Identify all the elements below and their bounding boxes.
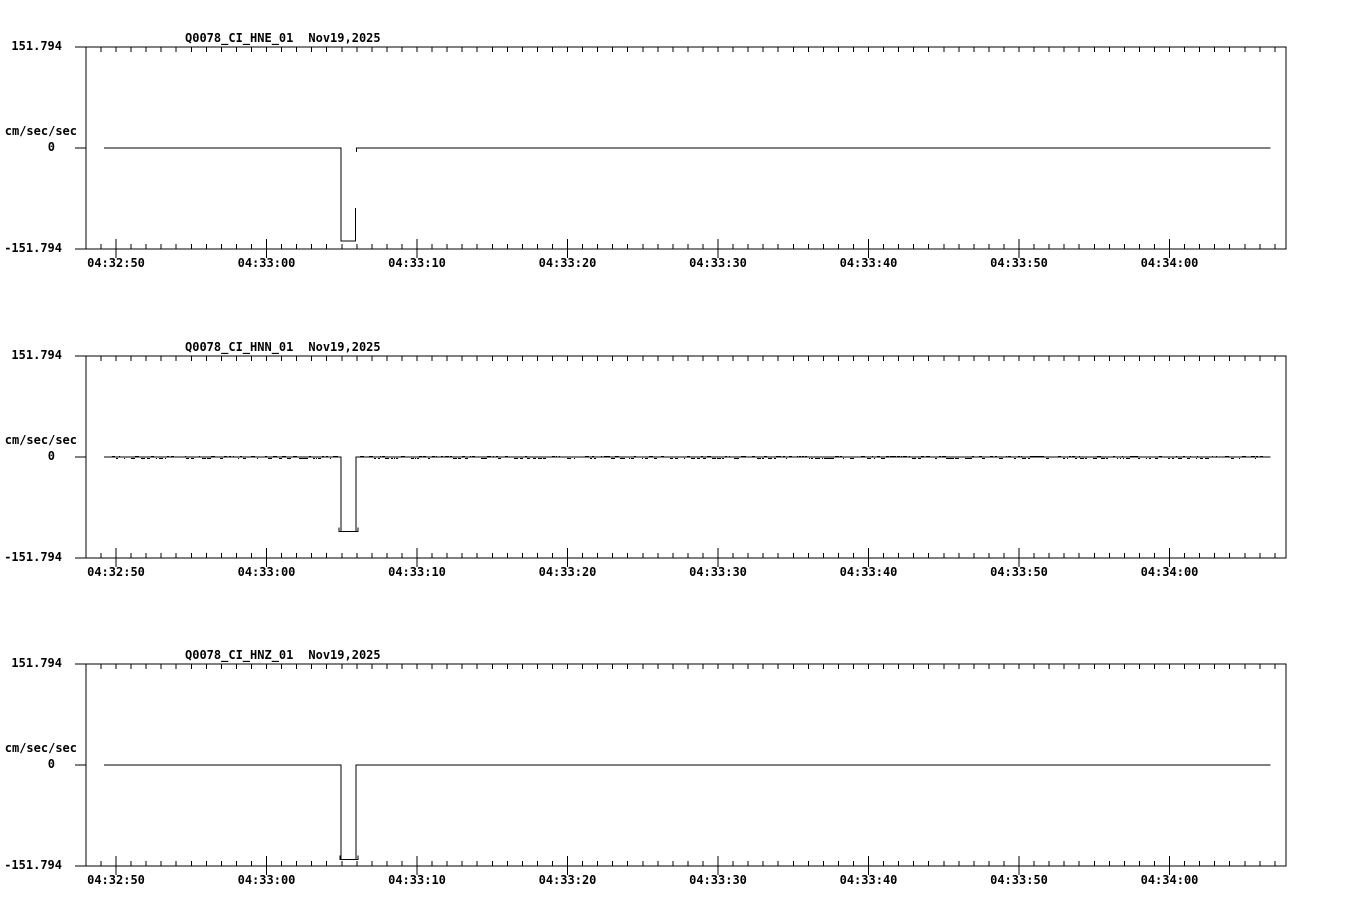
x-tick-label: 04:33:00	[237, 256, 296, 270]
x-tick-label: 04:33:30	[689, 256, 747, 270]
date-label: Nov19,2025	[308, 31, 381, 45]
x-tick-label: 04:33:40	[839, 565, 898, 579]
y-axis-min-label: -151.794	[4, 550, 62, 564]
waveform-trace	[104, 764, 1271, 860]
x-tick-label: 04:32:50	[87, 565, 145, 579]
y-axis-units-label: cm/sec/sec	[4, 741, 77, 755]
panel-title: Q0078_CI_HNN_01 Nov19,2025	[185, 341, 381, 354]
panel-axes	[75, 46, 1287, 258]
x-tick-label: 04:34:00	[1140, 565, 1199, 579]
x-tick-label: 04:33:40	[839, 873, 898, 887]
x-tick-label: 04:33:00	[237, 565, 296, 579]
x-tick-label: 04:33:20	[538, 256, 597, 270]
panel-title: Q0078_CI_HNE_01 Nov19,2025	[185, 32, 381, 45]
panel-title: Q0078_CI_HNZ_01 Nov19,2025	[185, 649, 381, 662]
waveform-trace	[104, 456, 1271, 532]
date-label: Nov19,2025	[308, 648, 381, 662]
y-axis-zero-label: 0	[47, 757, 55, 771]
baseline-noise	[112, 456, 1263, 459]
station-channel-id: Q0078_CI_HNE_01	[185, 31, 294, 45]
x-tick-label: 04:33:50	[990, 565, 1048, 579]
waveform-trace	[104, 147, 1271, 242]
x-tick-label: 04:33:20	[538, 565, 597, 579]
x-tick-label: 04:33:40	[839, 256, 898, 270]
x-tick-label: 04:34:00	[1140, 873, 1199, 887]
y-axis-max-label: 151.794	[11, 348, 62, 362]
y-axis-units-label: cm/sec/sec	[4, 124, 77, 138]
x-tick-label: 04:33:20	[538, 873, 597, 887]
panel-axes	[75, 355, 1287, 567]
station-channel-id: Q0078_CI_HNN_01	[185, 340, 294, 354]
date-label: Nov19,2025	[308, 340, 381, 354]
y-axis-max-label: 151.794	[11, 39, 62, 53]
x-tick-label: 04:34:00	[1140, 256, 1199, 270]
y-axis-zero-label: 0	[47, 449, 55, 463]
x-tick-label: 04:32:50	[87, 873, 145, 887]
y-axis-min-label: -151.794	[4, 858, 62, 872]
panel-axes	[75, 663, 1287, 875]
station-channel-id: Q0078_CI_HNZ_01	[185, 648, 294, 662]
y-axis-min-label: -151.794	[4, 241, 62, 255]
x-tick-label: 04:33:00	[237, 873, 296, 887]
x-tick-label: 04:33:10	[388, 565, 446, 579]
x-tick-label: 04:33:30	[689, 565, 747, 579]
x-tick-label: 04:33:50	[990, 873, 1048, 887]
y-axis-units-label: cm/sec/sec	[4, 433, 77, 447]
x-tick-label: 04:32:50	[87, 256, 145, 270]
y-axis-max-label: 151.794	[11, 656, 62, 670]
x-tick-label: 04:33:30	[689, 873, 747, 887]
x-tick-label: 04:33:10	[388, 256, 446, 270]
x-tick-label: 04:33:10	[388, 873, 446, 887]
y-axis-zero-label: 0	[47, 140, 55, 154]
x-tick-label: 04:33:50	[990, 256, 1048, 270]
